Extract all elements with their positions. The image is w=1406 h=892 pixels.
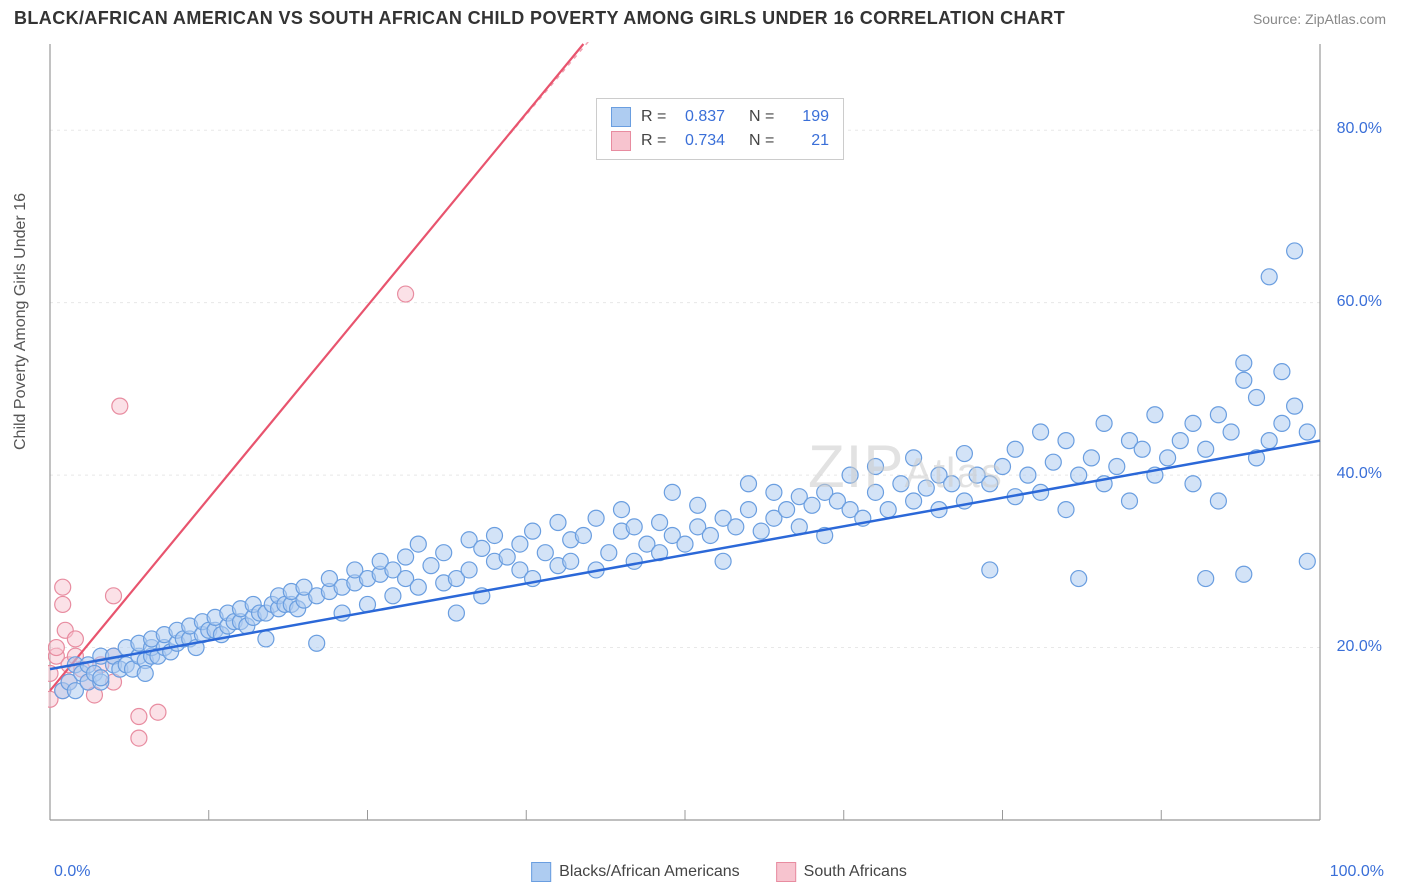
- chart-title: BLACK/AFRICAN AMERICAN VS SOUTH AFRICAN …: [14, 8, 1065, 29]
- chart-area: 20.0%40.0%60.0%80.0% ZIPAtlas R =0.837N …: [48, 42, 1390, 850]
- legend-item: Blacks/African Americans: [531, 862, 740, 882]
- y-tick-label: 60.0%: [1337, 293, 1382, 311]
- x-axis-max-label: 100.0%: [1330, 863, 1384, 881]
- y-tick-label: 80.0%: [1337, 120, 1382, 138]
- legend-label: Blacks/African Americans: [559, 863, 740, 881]
- stat-swatch: [611, 131, 631, 151]
- y-axis-label: Child Poverty Among Girls Under 16: [12, 193, 30, 450]
- legend-label: South Africans: [804, 863, 907, 881]
- stat-r-value: 0.734: [685, 132, 739, 150]
- stat-n-value: 199: [793, 108, 829, 126]
- x-axis-min-label: 0.0%: [54, 863, 90, 881]
- stat-row: R = 0.837 N = 199: [611, 105, 829, 129]
- source-label: Source: ZipAtlas.com: [1253, 11, 1386, 27]
- x-axis-footer: 0.0% Blacks/African Americans South Afric…: [48, 856, 1390, 888]
- stat-swatch: [611, 107, 631, 127]
- stat-n-label: N =: [749, 132, 783, 150]
- chart-header: BLACK/AFRICAN AMERICAN VS SOUTH AFRICAN …: [0, 0, 1406, 35]
- legend-item: South Africans: [776, 862, 907, 882]
- stat-row: R = 0.734 N = 21: [611, 129, 829, 153]
- y-tick-label: 40.0%: [1337, 465, 1382, 483]
- legend-swatch: [531, 862, 551, 882]
- correlation-stats-box: R = 0.837 N = 199 R = 0.734 N = 21: [596, 98, 844, 160]
- y-tick-label: 20.0%: [1337, 638, 1382, 656]
- stat-r-value: 0.837: [685, 108, 739, 126]
- stat-r-label: R =: [641, 132, 675, 150]
- legend-bottom: Blacks/African Americans South Africans: [531, 862, 907, 882]
- legend-swatch: [776, 862, 796, 882]
- stat-n-value: 21: [793, 132, 829, 150]
- stat-r-label: R =: [641, 108, 675, 126]
- stat-n-label: N =: [749, 108, 783, 126]
